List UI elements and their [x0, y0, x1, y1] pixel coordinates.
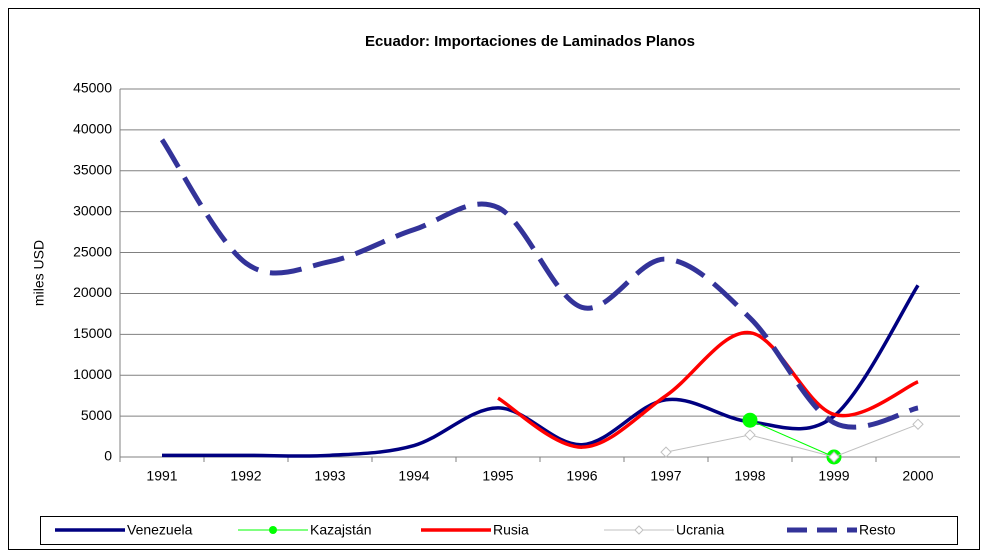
legend-label: Resto [859, 522, 896, 538]
series-line [159, 138, 919, 430]
x-tick-label: 1995 [482, 468, 513, 484]
y-tick-label: 40000 [73, 121, 112, 137]
legend-label: Venezuela [127, 522, 193, 538]
y-tick-label: 35000 [73, 161, 112, 177]
series-line [749, 419, 835, 458]
marker [744, 429, 756, 441]
y-tick-label: 45000 [73, 80, 112, 96]
legend-label: Kazajstán [310, 522, 371, 538]
legend-marker [634, 525, 644, 535]
y-tick-label: 15000 [73, 325, 112, 341]
y-tick-label: 20000 [73, 284, 112, 300]
legend-label: Ucrania [676, 522, 724, 538]
y-tick-label: 0 [104, 448, 112, 464]
series-line [665, 423, 919, 458]
marker [660, 446, 672, 458]
y-tick-label: 30000 [73, 202, 112, 218]
x-tick-label: 1998 [734, 468, 765, 484]
y-tick-label: 10000 [73, 366, 112, 382]
x-tick-label: 1992 [230, 468, 261, 484]
marker [912, 418, 924, 430]
x-tick-label: 1993 [314, 468, 345, 484]
x-tick-label: 1991 [146, 468, 177, 484]
x-tick-label: 1997 [650, 468, 681, 484]
chart-title: Ecuador: Importaciones de Laminados Plan… [365, 33, 695, 50]
x-tick-label: 2000 [902, 468, 933, 484]
marker [742, 412, 758, 428]
series-line [497, 330, 919, 449]
marker [828, 451, 840, 463]
y-axis-label: miles USD [31, 240, 47, 306]
x-tick-label: 1996 [566, 468, 597, 484]
x-tick-label: 1999 [818, 468, 849, 484]
y-tick-label: 5000 [81, 407, 112, 423]
y-tick-label: 25000 [73, 243, 112, 259]
legend-marker [269, 526, 277, 534]
series-line [161, 284, 920, 458]
x-tick-label: 1994 [398, 468, 429, 484]
chart-border [8, 8, 980, 550]
legend-label: Rusia [493, 522, 529, 538]
